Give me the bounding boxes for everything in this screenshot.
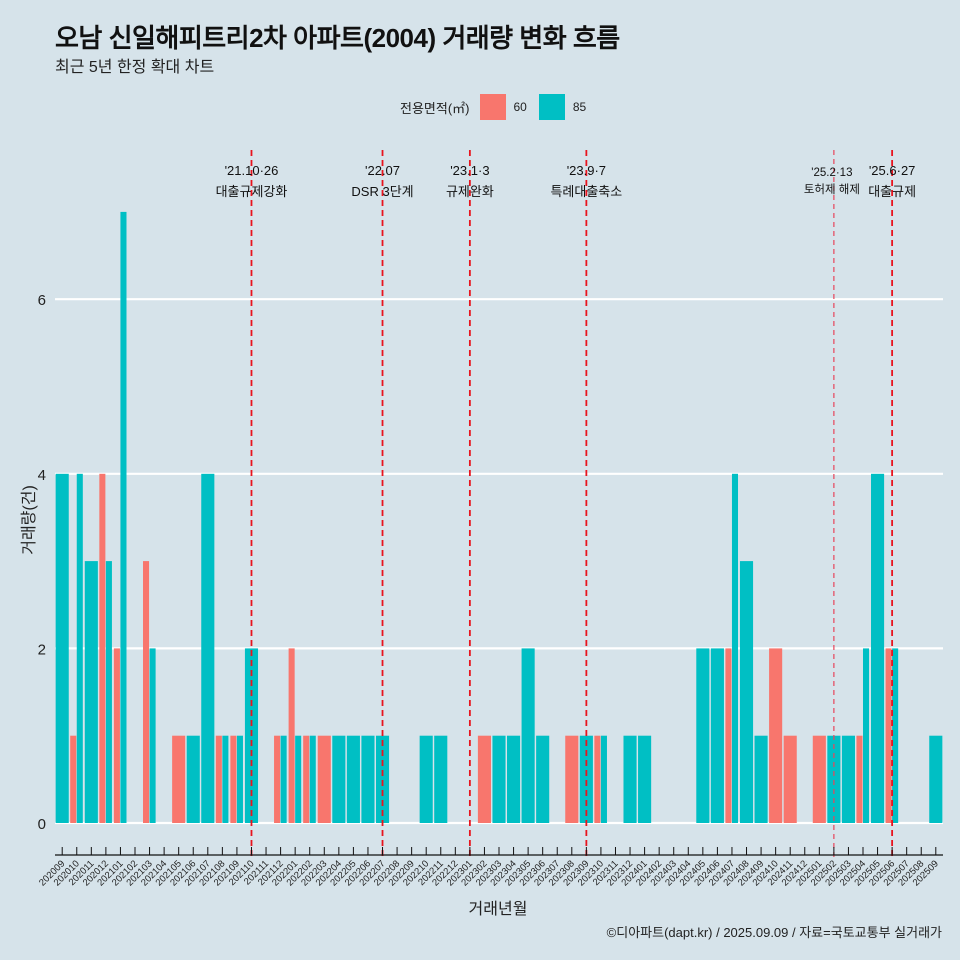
- bar-85-202106: [186, 735, 200, 823]
- annotation-date: '25.6·27: [869, 163, 916, 178]
- bar-85-202305: [521, 648, 535, 823]
- bar-85-202506: [892, 648, 899, 823]
- bar-85-202202: [309, 735, 316, 823]
- bars: [55, 211, 943, 823]
- bar-85-202309: [579, 735, 593, 823]
- y-tick-label: 6: [38, 292, 46, 309]
- bar-85-202107: [201, 473, 215, 823]
- y-tick-label: 0: [38, 816, 46, 833]
- legend-label-60: 60: [513, 100, 527, 114]
- bar-85-202408: [739, 561, 754, 823]
- legend: 전용면적(㎡) 60 85: [400, 93, 598, 121]
- bar-85-202312: [623, 735, 637, 823]
- bar-85-202206: [361, 735, 375, 823]
- chart-subtitle: 최근 5년 한정 확대 차트: [55, 59, 215, 76]
- bar-85-202108: [222, 735, 229, 823]
- footer-credit: ©디아파트(dapt.kr) / 2025.09.09 / 자료=국토교통부 실…: [606, 925, 942, 940]
- bar-60-202202: [303, 735, 310, 823]
- bar-85-202210: [419, 735, 433, 823]
- bar-85-202201: [295, 735, 302, 823]
- annotation-label: 규제완화: [446, 184, 494, 199]
- bar-60-202109: [230, 735, 237, 823]
- bar-60-202302: [477, 735, 491, 823]
- bar-60-202411: [783, 735, 797, 823]
- annotation-label: 대출규제강화: [216, 184, 288, 199]
- bar-60-202201: [288, 648, 295, 823]
- y-tick-label: 4: [38, 467, 46, 484]
- bar-60-202101: [113, 648, 120, 823]
- bar-85-202109: [236, 735, 243, 823]
- x-axis-title: 거래년월: [469, 900, 528, 918]
- legend-swatch-85: [538, 94, 565, 120]
- bar-60-202010: [70, 735, 77, 823]
- annotation-date: '25.2·13: [811, 167, 852, 179]
- bar-60-202504: [856, 735, 863, 823]
- bar-60-202203: [317, 735, 331, 823]
- bar-85-202310: [600, 735, 607, 823]
- bar-85-202504: [863, 648, 870, 823]
- bar-85-202406: [710, 648, 724, 823]
- bar-85-202011: [84, 561, 98, 823]
- legend-label-85: 85: [572, 100, 587, 114]
- bar-85-202509: [929, 735, 943, 823]
- bar-60-202105: [172, 735, 186, 823]
- bar-85-202101: [120, 211, 127, 823]
- y-axis-title: 거래량(건): [20, 485, 38, 555]
- chart-title: 오남 신일해피트리2차 아파트(2004) 거래량 변화 흐름: [55, 23, 620, 53]
- y-axis: 0 2 4 6: [38, 292, 46, 833]
- y-tick-label: 2: [38, 641, 46, 658]
- annotation-date: '23.1·3: [450, 163, 489, 178]
- bar-85-202503: [841, 735, 855, 823]
- bar-60-202506: [885, 648, 892, 823]
- bar-85-202407: [731, 473, 739, 823]
- bar-85-202204: [332, 735, 346, 823]
- event-lines: [250, 150, 894, 858]
- bar-85-202207: [375, 735, 390, 823]
- legend-swatch-60: [479, 94, 506, 120]
- bar-85-202306: [536, 735, 550, 823]
- bar-60-202112: [274, 735, 281, 823]
- annotation-label: DSR 3단계: [351, 184, 413, 199]
- bar-85-202211: [434, 735, 448, 823]
- bar-85-202303: [492, 735, 506, 823]
- annotation-label: 대출규제: [868, 184, 916, 199]
- bar-85-202409: [754, 735, 768, 823]
- legend-title: 전용면적(㎡): [400, 100, 470, 116]
- annotation-date: '22.07: [365, 163, 400, 178]
- bar-85-202405: [696, 648, 710, 823]
- bar-85-202112: [280, 735, 287, 823]
- bar-60-202410: [769, 648, 783, 823]
- bar-85-202205: [346, 735, 360, 823]
- annotation-label: 토허제 해제: [804, 183, 860, 196]
- bar-85-202103: [149, 648, 156, 823]
- annotation-date: '23.9·7: [567, 163, 606, 178]
- bar-85-202010: [76, 473, 83, 823]
- bar-85-202401: [638, 735, 652, 823]
- x-axis: 2020092020102020112020122021012021022021…: [37, 847, 943, 889]
- bar-85-202012: [105, 561, 112, 823]
- bar-60-202012: [99, 473, 106, 823]
- bar-60-202310: [594, 735, 601, 823]
- annotation-label: 특례대출축소: [550, 184, 622, 199]
- bar-60-202108: [215, 735, 222, 823]
- bar-60-202308: [565, 735, 579, 823]
- bar-85-202009: [55, 473, 69, 823]
- bar-60-202103: [143, 561, 150, 823]
- bar-60-202501: [812, 735, 826, 823]
- bar-60-202407: [725, 648, 732, 823]
- bar-85-202502: [827, 735, 841, 823]
- bar-85-202505: [871, 473, 885, 823]
- annotation-date: '21.10·26: [225, 163, 279, 178]
- bar-85-202304: [507, 735, 521, 823]
- annotations: '21.10·26 대출규제강화 '22.07 DSR 3단계 '23.1·3 규제완화 '…: [216, 163, 916, 199]
